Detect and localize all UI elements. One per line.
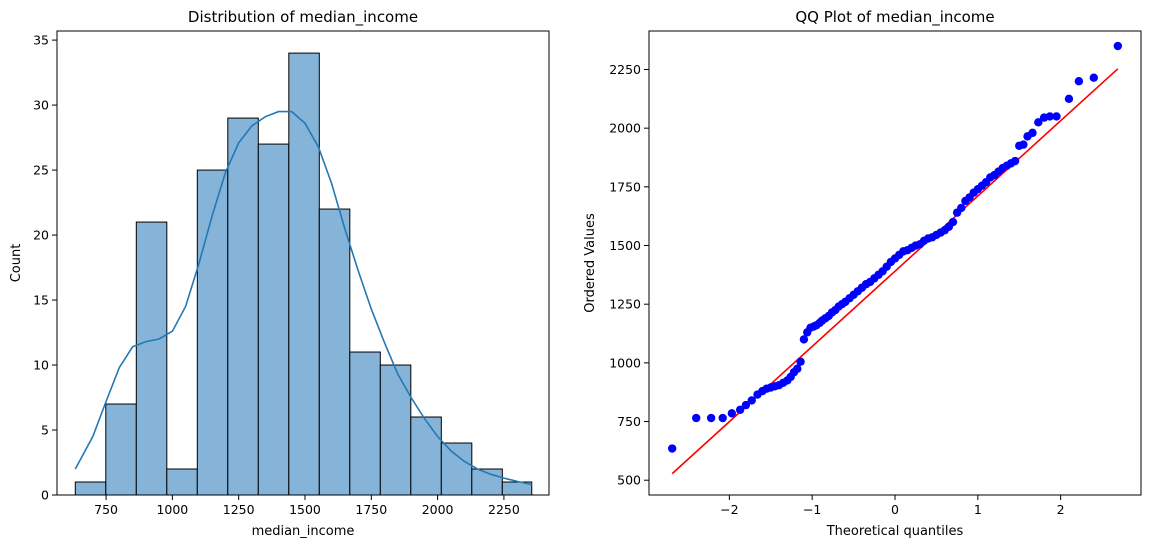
qq-point [1028,128,1037,138]
qq-y-tick-label: 750 [617,414,641,429]
histogram-bar [379,364,412,496]
qq-y-tick-label: 2250 [609,62,641,77]
histogram-y-tick-label: 15 [33,293,49,308]
histogram-bar [318,208,351,496]
qq-point [793,364,802,373]
histogram-y-tick-label: 10 [33,358,49,373]
qq-point [1064,94,1074,104]
qq-y-tick-label: 2000 [609,121,641,136]
histogram-y-tick-label: 0 [41,488,49,503]
qq-point [1074,77,1084,86]
histogram-bar [105,403,137,496]
qq-y-ticks: 500 750 1000 1250 1500 1750 2000 2250 [609,62,649,488]
qq-point [1113,41,1123,51]
qq-point [727,409,737,418]
histogram-bar [135,221,168,496]
qq-y-tick-label: 1250 [609,297,641,312]
qq-y-tick-label: 1000 [609,355,641,370]
qq-point [747,396,756,405]
histogram-bar [440,442,473,496]
histogram-bar [166,468,198,496]
histogram-y-tick-label: 5 [41,423,49,438]
qq-y-tick-label: 1750 [609,179,641,194]
histogram-x-tick-label: 1250 [223,502,255,517]
qq-x-label: Theoretical quantiles [826,524,964,539]
histogram-x-ticks: 750 1000 1250 1500 1750 2000 2250 [94,495,520,517]
histogram-bar [349,351,381,496]
qq-y-label: Ordered Values [583,213,598,313]
histogram-x-tick-label: 1500 [289,502,321,517]
qq-point [667,444,677,453]
qq-x-ticks: −2 −1 0 1 2 [720,495,1065,517]
qq-x-tick-label: 0 [891,502,899,517]
qq-point [692,413,701,423]
histogram-x-tick-label: 2000 [422,502,454,517]
qq-point [735,405,745,415]
histogram-x-label: median_income [252,524,355,539]
histogram-bar [410,416,442,496]
qq-point [1019,140,1028,149]
qq-points [667,41,1123,453]
qq-point [1052,112,1061,121]
qq-point [948,217,958,227]
histogram-panel: Distribution of median_income 750 1000 125… [9,8,550,539]
qq-point [1010,156,1020,166]
histogram-y-tick-label: 20 [33,228,49,243]
qq-panel: QQ Plot of median_income −2 −1 0 1 2 500 750 1… [583,8,1142,539]
histogram-plot-frame [56,30,550,496]
histogram-bars [74,52,533,496]
qq-point [1089,73,1098,82]
histogram-bar [74,481,107,496]
histogram-y-ticks: 0 5 10 15 20 25 30 35 [33,33,57,503]
histogram-y-tick-label: 35 [33,33,49,48]
qq-point [799,335,809,344]
qq-x-tick-label: −1 [803,502,821,517]
qq-title: QQ Plot of median_income [795,8,994,27]
histogram-x-tick-label: 1000 [156,502,188,517]
histogram-kde-curve [74,110,532,486]
qq-x-tick-label: 2 [1057,502,1065,517]
qq-y-tick-label: 500 [617,473,641,488]
qq-point [706,413,716,423]
histogram-bar [196,169,229,496]
histogram-title: Distribution of median_income [188,8,418,27]
histogram-x-tick-label: 1750 [355,502,387,517]
histogram-bar [257,143,290,496]
histogram-y-tick-label: 30 [33,98,49,113]
qq-point [1045,112,1055,121]
qq-y-tick-label: 1500 [609,238,641,253]
qq-point [796,357,805,366]
qq-point [957,203,966,213]
qq-x-tick-label: −2 [720,502,738,517]
histogram-bar [288,52,320,496]
histogram-x-tick-label: 2250 [488,502,520,517]
qq-point [1034,118,1043,127]
histogram-y-label: Count [9,244,24,283]
qq-x-tick-label: 1 [974,502,982,517]
qq-point [718,413,727,423]
qq-point [741,400,751,410]
histogram-bar [227,117,259,496]
histogram-y-tick-label: 25 [33,163,49,178]
histogram-x-tick-label: 750 [94,502,118,517]
